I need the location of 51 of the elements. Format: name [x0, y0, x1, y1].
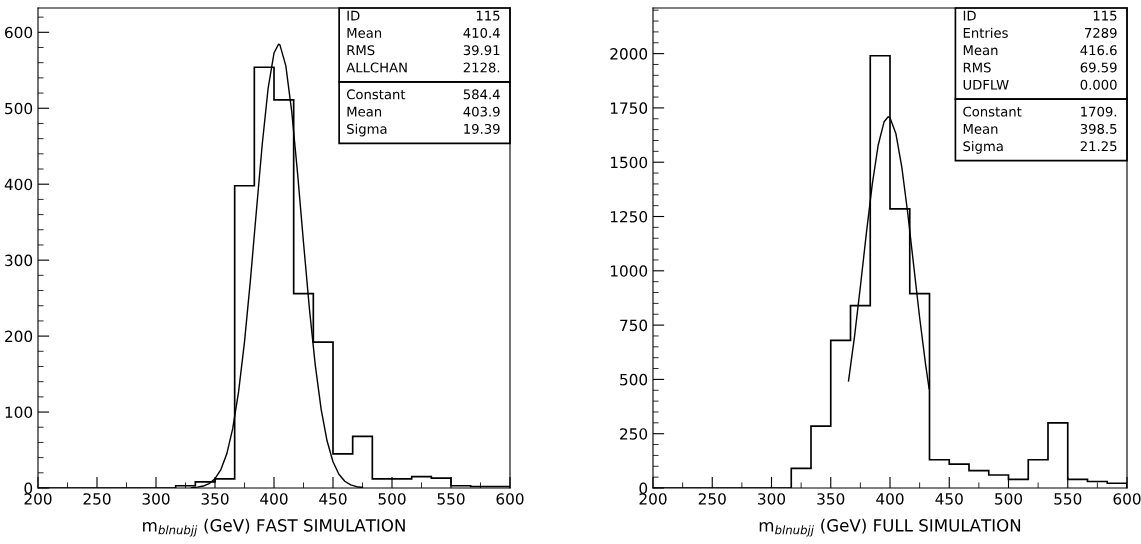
text: Constant 584.4 — [346, 89, 500, 100]
y-tick-label: 2000 — [610, 48, 648, 60]
y-tick-label: 300 — [5, 254, 33, 267]
x-axis-title: m$_{blnubjj}$ (GeV) FAST SIMULATION — [143, 518, 405, 537]
x-tick-label: 550 — [1054, 493, 1082, 505]
x-axis-title: m$_{blnubjj}$ (GeV) FULL SIMULATION — [759, 518, 1021, 537]
x-tick-label: 550 — [437, 493, 465, 505]
y-tick-label: 1250 — [610, 210, 648, 223]
x-tick-label: 500 — [378, 493, 406, 505]
x-tick-label: 450 — [935, 493, 963, 505]
x-tick-label: 600 — [496, 493, 524, 505]
y-tick-label: 500 — [5, 102, 33, 115]
text: Entries 7289 — [963, 27, 1117, 38]
text: Mean 398.5 — [963, 123, 1117, 134]
y-tick-label: 100 — [5, 406, 33, 419]
y-tick-label: 200 — [5, 330, 33, 343]
x-tick-label: 200 — [24, 493, 52, 505]
text: Constant 1709. — [963, 106, 1117, 117]
y-tick-label: 400 — [4, 178, 33, 191]
x-tick-label: 400 — [876, 493, 904, 505]
x-tick-label: 400 — [260, 493, 288, 505]
y-tick-label: 1750 — [610, 102, 648, 114]
text: ALLCHAN 2128. — [346, 62, 500, 73]
x-tick-label: 300 — [142, 493, 170, 505]
text: Sigma 21.25 — [963, 140, 1117, 154]
y-tick-label: 750 — [620, 319, 648, 332]
text: Mean 410.4 — [347, 27, 500, 38]
y-tick-label: 1000 — [610, 265, 648, 277]
x-tick-label: 450 — [319, 493, 347, 505]
x-tick-label: 600 — [1113, 493, 1141, 505]
x-tick-label: 250 — [83, 493, 111, 505]
x-tick-label: 200 — [639, 493, 667, 505]
y-tick-label: 0 — [639, 482, 648, 495]
x-tick-label: 500 — [995, 493, 1023, 505]
text: ID 115 — [347, 10, 500, 21]
x-tick-label: 300 — [758, 493, 786, 505]
text: Mean 416.6 — [963, 45, 1117, 56]
text: RMS 69.59 — [963, 62, 1117, 73]
text: RMS 39.91 — [347, 45, 500, 56]
text: Sigma 19.39 — [347, 123, 500, 137]
text: Mean 403.9 — [347, 106, 500, 117]
y-tick-label: 0 — [24, 482, 33, 495]
text: ID 115 — [963, 10, 1117, 21]
y-tick-label: 250 — [620, 428, 648, 440]
y-tick-label: 500 — [620, 373, 648, 386]
text: UDFLW 0.000 — [963, 79, 1117, 90]
x-tick-label: 350 — [201, 493, 229, 505]
x-tick-label: 350 — [817, 493, 845, 505]
x-tick-label: 250 — [698, 493, 726, 505]
y-tick-label: 600 — [5, 26, 33, 39]
y-tick-label: 1500 — [610, 156, 648, 169]
